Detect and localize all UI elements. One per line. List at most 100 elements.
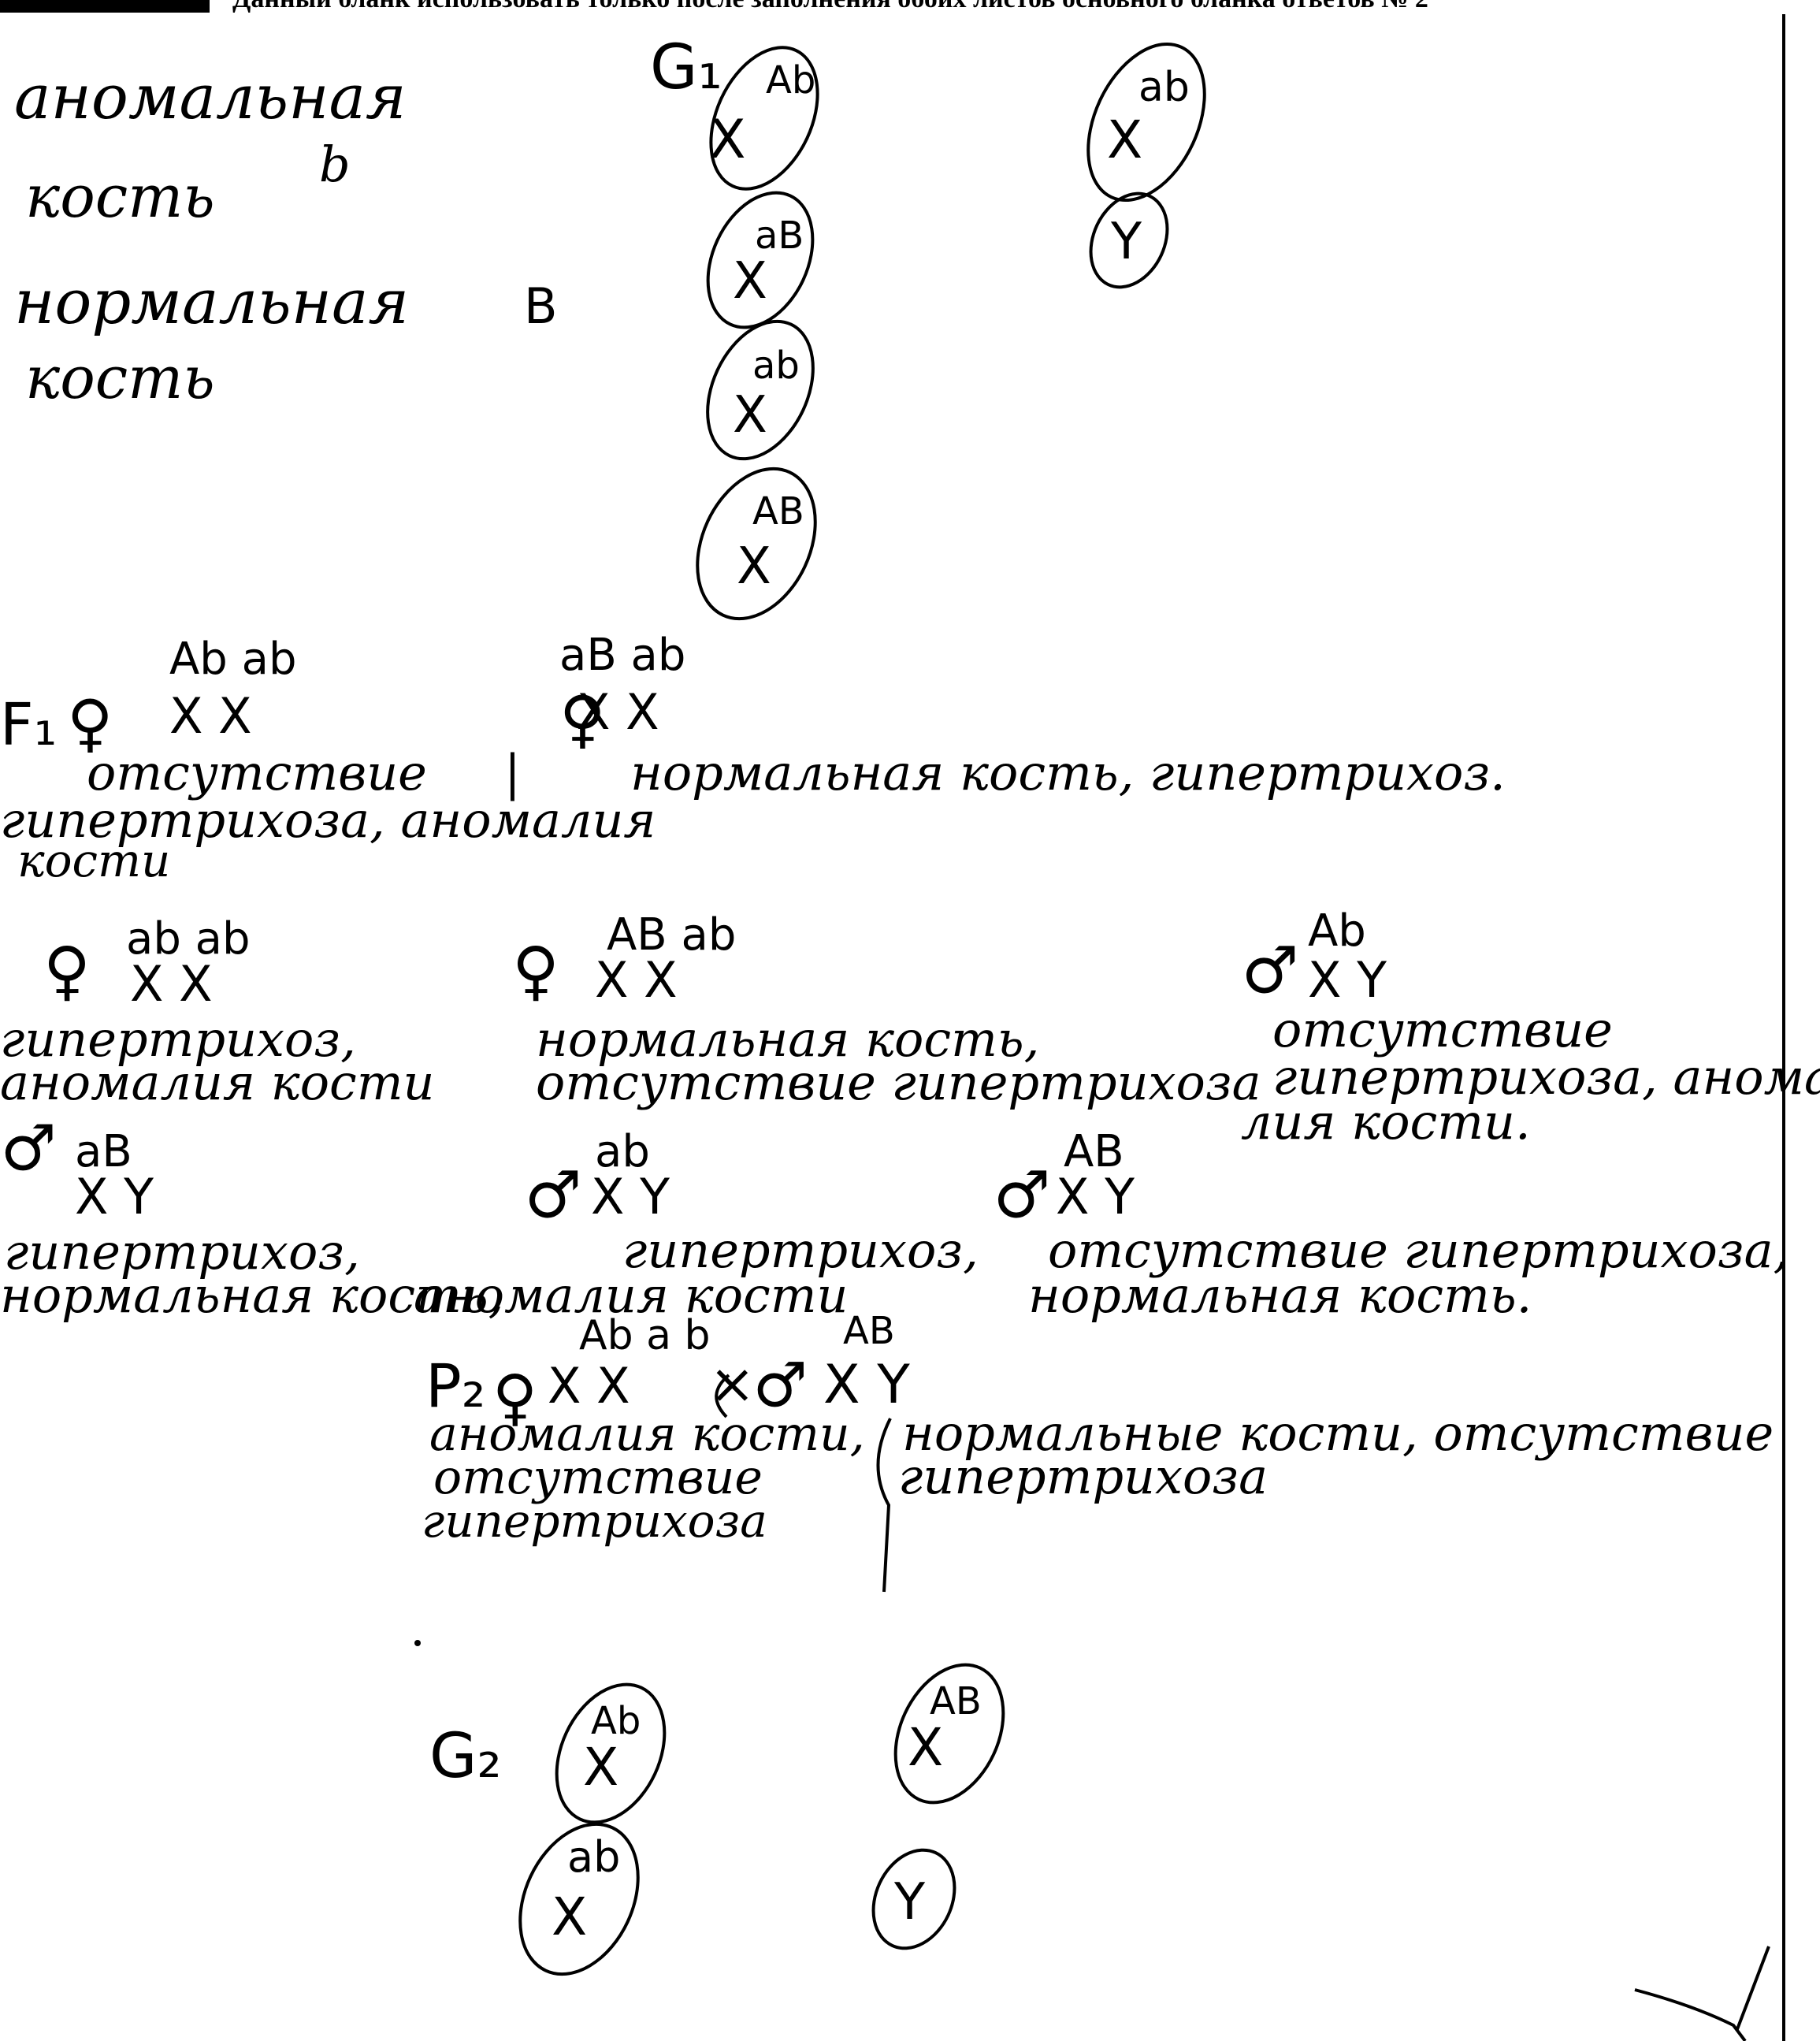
female-symbol-icon: ♀: [512, 934, 559, 1009]
offspring-row1: ♀ ab ab X X гипертрихоз, аномалия кости …: [0, 905, 1820, 1151]
f1-desc2: нормальная кость, гипертрихоз.: [630, 744, 1506, 801]
gametes-g2: G₂ Ab X AB X ab X Y: [414, 1640, 1005, 1976]
female-symbol-icon: ♀: [559, 682, 605, 756]
gamete-allele: ab: [1138, 64, 1190, 111]
gamete-ellipse: AB X: [696, 467, 817, 621]
gamete-chromosome: Y: [893, 1873, 926, 1931]
offspring-alleles: aB: [75, 1126, 132, 1177]
f1-label: F₁: [0, 691, 57, 759]
female-symbol-icon: ♀: [43, 934, 91, 1009]
offspring-desc: нормальная кость,: [0, 1266, 503, 1324]
check-mark-icon: [1634, 1946, 1770, 2041]
offspring-desc: гипертрихоз,: [622, 1221, 979, 1279]
gamete-ellipse: ab X: [1086, 42, 1206, 203]
offspring-desc: нормальная кость.: [1028, 1266, 1532, 1324]
offspring-desc: отсутствие: [1272, 1001, 1613, 1058]
male-symbol-icon: ♂: [1241, 934, 1299, 1009]
f1-desc1: отсутствие: [87, 744, 427, 801]
p2-male-desc: нормальные кости, отсутствие: [902, 1404, 1774, 1462]
gamete-ellipse: Ab X: [555, 1682, 667, 1824]
offspring-desc: аномалия кости: [414, 1266, 848, 1324]
gamete-ellipse: Y: [1089, 191, 1169, 289]
gametes-g1: G₁ Ab X aB X ab X AB X: [650, 32, 1206, 621]
f1-genotype1-alleles: Ab ab: [169, 634, 297, 685]
note-line2: кость: [25, 163, 215, 231]
header-tag: [0, 0, 210, 13]
offspring-desc: гипертрихоз,: [4, 1223, 360, 1281]
offspring-desc: нормальная кость,: [536, 1010, 1039, 1068]
note-b-lower: b: [319, 136, 351, 193]
gamete-chromosome: X: [709, 109, 746, 171]
gamete-allele: ab: [752, 344, 800, 388]
f1-genotype1-chrom: X X: [169, 687, 252, 745]
gamete-ellipse: Ab X: [709, 46, 819, 191]
offspring-chrom: X X: [130, 955, 213, 1013]
offspring-alleles: ab ab: [126, 913, 251, 965]
gamete-chromosome: X: [733, 386, 767, 444]
gamete-chromosome: Y: [1110, 213, 1142, 271]
f1-genotype2-alleles: aB ab: [559, 630, 685, 681]
male-symbol-icon: ♂: [752, 1351, 808, 1422]
p2-female-desc: гипертрихоза: [422, 1494, 767, 1548]
offspring-desc: аномалия кости: [0, 1054, 434, 1111]
gamete-allele: aB: [755, 214, 804, 258]
gamete-chromosome: X: [552, 1887, 587, 1947]
gamete-allele: AB: [752, 489, 804, 533]
offspring-item: ♂ ab X Y гипертрихоз, аномалия кости: [414, 1126, 979, 1324]
note-line3: нормальная: [14, 267, 409, 338]
female-symbol-icon: ♀: [67, 686, 113, 760]
offspring-chrom: X Y: [75, 1168, 154, 1225]
gamete-allele: Ab: [766, 58, 815, 102]
offspring-item: ♀ AB ab X X нормальная кость, отсутствие…: [512, 909, 1261, 1111]
offspring-alleles: ab: [595, 1126, 650, 1177]
f1-desc3: гипертрихоза, аномалия: [0, 791, 656, 849]
note-line4: кость: [25, 344, 215, 412]
p2-female-desc: отсутствие: [433, 1450, 763, 1505]
header-bar: Данный бланк использовать только после з…: [0, 0, 1820, 14]
gamete-allele: ab: [567, 1832, 620, 1882]
f1-section: F₁ ♀ Ab ab X X ♀ aB ab X X отсутствие | …: [0, 630, 1506, 887]
header-notice: Данный бланк использовать только после з…: [232, 0, 1428, 14]
offspring-desc: гипертрихоза, анома-: [1272, 1048, 1820, 1106]
top-left-notes: аномальная b кость нормальная B кость: [14, 62, 558, 412]
offspring-alleles: Ab: [1308, 905, 1366, 957]
gamete-ellipse: ab X: [706, 319, 815, 461]
f1-separator: |: [504, 744, 521, 801]
gamete-ellipse: AB X: [893, 1663, 1005, 1805]
offspring-item: ♂ aB X Y гипертрихоз, нормальная кость,: [0, 1112, 503, 1324]
gamete-allele: Ab: [591, 1699, 641, 1743]
offspring-desc: лия кости.: [1241, 1093, 1531, 1151]
p2-male-chrom: X Y: [823, 1354, 910, 1416]
offspring-item: ♀ ab ab X X гипертрихоз, аномалия кости: [0, 913, 434, 1111]
f1-genotype2-chrom: X X: [577, 683, 659, 741]
right-border-line: [1782, 14, 1785, 2041]
offspring-chrom: X Y: [1308, 951, 1387, 1009]
gamete-ellipse: Y: [871, 1848, 956, 1950]
gamete-chromosome: X: [1107, 110, 1142, 170]
gamete-allele: AB: [930, 1679, 982, 1723]
offspring-desc: гипертрихоз,: [0, 1010, 356, 1068]
p2-label: P₂: [425, 1351, 485, 1421]
male-symbol-icon: ♂: [0, 1112, 57, 1185]
g1-label: G₁: [650, 32, 722, 103]
male-symbol-icon: ♂: [993, 1158, 1051, 1233]
note-b-upper: B: [524, 277, 558, 335]
gamete-chromosome: X: [737, 537, 771, 596]
gamete-chromosome: X: [583, 1737, 618, 1797]
female-symbol-icon: ♀: [492, 1363, 537, 1433]
p2-female-alleles: Ab a b: [579, 1312, 711, 1359]
gamete-chromosome: X: [733, 252, 767, 310]
offspring-alleles: AB: [1064, 1126, 1124, 1177]
gamete-chromosome: X: [908, 1717, 943, 1778]
offspring-item: ♂ Ab X Y отсутствие гипертрихоза, анома-…: [1241, 905, 1820, 1151]
offspring-item: ♂ AB X Y отсутствие гипертрихоза, нормал…: [993, 1126, 1788, 1324]
p2-male-alleles: AB: [843, 1309, 895, 1353]
offspring-desc: отсутствие гипертрихоза,: [1048, 1221, 1788, 1279]
p2-female-desc: аномалия кости,: [429, 1407, 865, 1462]
offspring-row2: ♂ aB X Y гипертрихоз, нормальная кость, …: [0, 1112, 1788, 1324]
p2-male-desc: гипертрихоза: [898, 1448, 1268, 1505]
offspring-chrom: X X: [595, 951, 678, 1009]
note-line1: аномальная: [14, 62, 407, 133]
